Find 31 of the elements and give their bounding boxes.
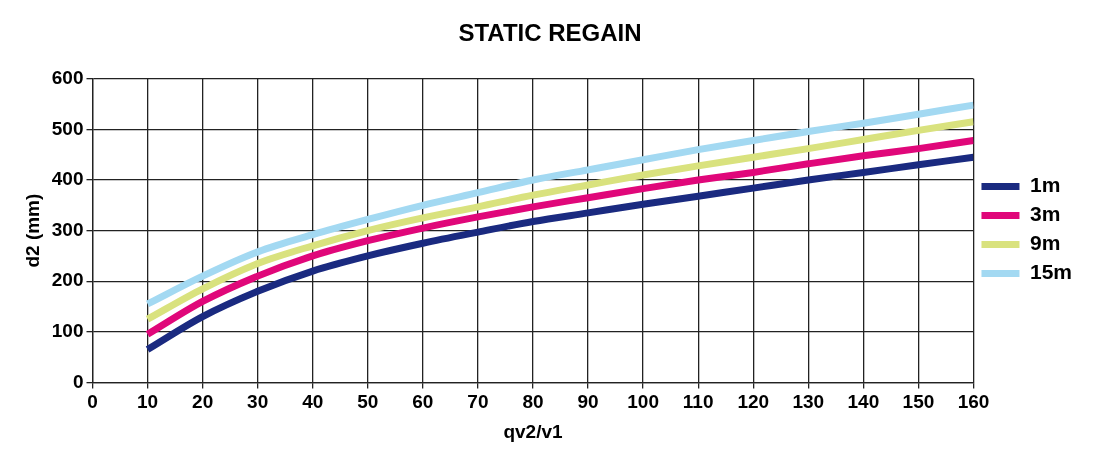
x-tick-label: 30 — [247, 391, 269, 413]
x-axis-title: qv2/v1 — [503, 420, 563, 442]
legend-label: 15m — [1029, 260, 1072, 284]
x-tick-label: 80 — [522, 391, 544, 413]
x-tick-label: 150 — [902, 391, 935, 413]
x-tick-label: 120 — [737, 391, 770, 413]
y-tick-label: 600 — [51, 67, 84, 89]
x-tick-label: 10 — [136, 391, 159, 413]
y-tick-label: 500 — [51, 117, 84, 139]
x-tick-label: 70 — [467, 391, 489, 413]
x-tick-label: 20 — [192, 391, 214, 413]
y-tick-label: 0 — [72, 370, 84, 392]
legend-label: 9m — [1029, 231, 1061, 255]
y-tick-label: 300 — [51, 218, 84, 240]
x-tick-label: 50 — [357, 391, 379, 413]
x-tick-label: 100 — [627, 391, 659, 413]
chart-title: STATIC REGAIN — [458, 19, 642, 47]
y-tick-label: 100 — [51, 320, 84, 342]
x-tick-label: 60 — [412, 391, 434, 413]
y-axis-title: d2 (mm) — [21, 193, 43, 268]
x-tick-label: 90 — [577, 391, 599, 413]
x-tick-label: 160 — [957, 391, 990, 413]
x-tick-label: 110 — [682, 391, 714, 413]
legend-label: 1m — [1029, 173, 1061, 197]
x-tick-label: 130 — [792, 391, 825, 413]
y-tick-label: 200 — [51, 269, 84, 291]
x-tick-label: 40 — [302, 391, 324, 413]
x-tick-label: 140 — [847, 391, 880, 413]
legend-label: 3m — [1029, 202, 1061, 226]
x-tick-label: 0 — [87, 391, 98, 413]
y-tick-label: 400 — [51, 168, 84, 190]
